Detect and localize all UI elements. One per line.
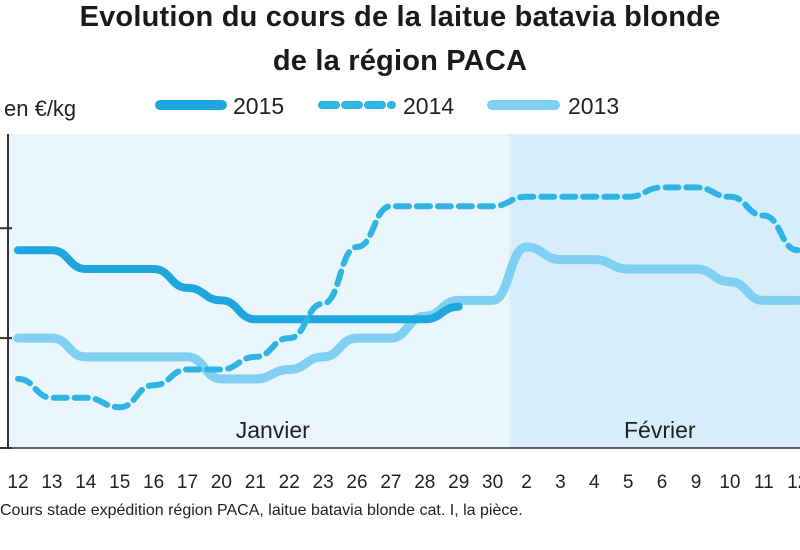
- panel-fevrier: [509, 134, 800, 448]
- x-tick-label: 28: [414, 472, 435, 493]
- x-tick-label: 10: [719, 472, 740, 493]
- footnote: Cours stade expédition région PACA, lait…: [0, 502, 523, 519]
- legend-label-2015: 2015: [233, 93, 284, 119]
- x-tick-label: 6: [657, 472, 668, 493]
- x-tick-label: 29: [448, 472, 469, 493]
- x-tick-label: 15: [109, 472, 130, 493]
- x-tick-label: 26: [346, 472, 367, 493]
- x-tick-label: 2: [521, 472, 532, 493]
- x-tick-label: 4: [589, 472, 600, 493]
- x-tick-label: 11: [754, 472, 774, 493]
- x-tick-label: 5: [623, 472, 634, 493]
- legend-label-2014: 2014: [403, 93, 454, 119]
- series-line-2015: [14, 246, 463, 324]
- x-tick-label: 12: [7, 472, 28, 493]
- chart-subtitle: de la région PACA: [272, 45, 528, 77]
- month-label-janvier: Janvier: [236, 417, 310, 443]
- x-tick-label: 17: [177, 472, 198, 493]
- x-tick-label: 16: [143, 472, 164, 493]
- series-line-2014: [15, 184, 800, 411]
- y-axis-unit: en €/kg: [4, 96, 76, 121]
- x-tick-label: 14: [75, 472, 97, 493]
- month-label-fevrier: Février: [624, 417, 696, 443]
- x-tick-label: 3: [555, 472, 566, 493]
- x-tick-label: 12: [787, 472, 800, 493]
- x-tick-label: 30: [482, 472, 503, 493]
- legend-label-2013: 2013: [568, 93, 619, 119]
- chart-title: Evolution du cours de la laitue batavia …: [79, 1, 721, 33]
- x-tick-label: 27: [380, 472, 401, 493]
- x-tick-label: 23: [313, 472, 334, 493]
- x-tick-label: 13: [41, 472, 62, 493]
- x-tick-label: 21: [245, 472, 266, 493]
- panel-janvier: [8, 134, 510, 448]
- x-tick-label: 9: [691, 472, 702, 493]
- x-tick-label: 22: [279, 472, 300, 493]
- x-tick-label: 20: [211, 472, 232, 493]
